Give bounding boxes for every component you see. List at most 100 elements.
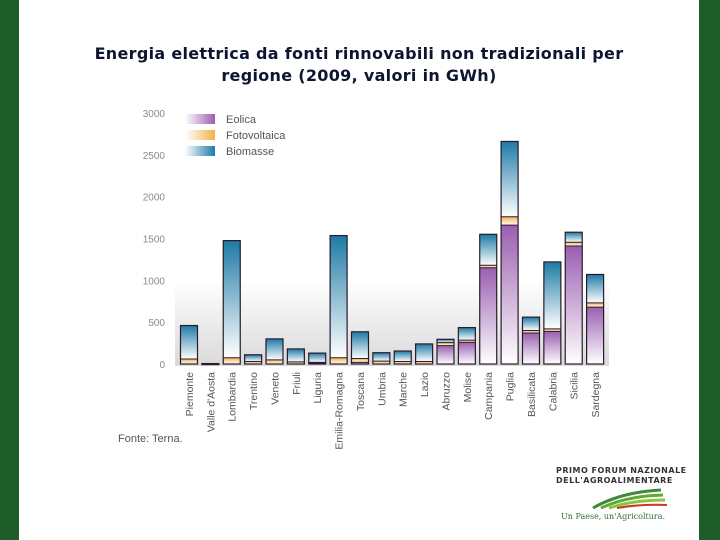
logo-line-2: DELL'AGROALIMENTARE xyxy=(556,476,673,485)
bar-outline xyxy=(286,348,305,365)
y-tick-label: 3000 xyxy=(143,109,166,120)
x-tick-label: Marche xyxy=(398,372,410,407)
bar-segment-biomasse xyxy=(372,352,390,362)
bar-segment-fotovoltaica xyxy=(372,361,390,364)
bar-outline xyxy=(265,338,284,365)
x-tick-label: Piemonte xyxy=(184,372,196,417)
bar-outline xyxy=(543,261,562,365)
bar-outline xyxy=(586,273,605,365)
bar-segment-eolica xyxy=(565,246,583,364)
bar-segment-biomasse xyxy=(436,339,454,343)
bar-segment-eolica xyxy=(458,342,476,364)
y-tick-label: 2500 xyxy=(143,151,166,162)
y-tick-label: 0 xyxy=(159,360,165,371)
bar-segment-fotovoltaica xyxy=(458,340,476,343)
stacked-bar-chart: 0 500 1000 1500 2000 2500 3000 Piemonte Valle d… xyxy=(143,109,609,450)
bar-molise xyxy=(457,327,476,365)
bar-segment-fotovoltaica xyxy=(543,328,561,332)
bar-segment-eolica xyxy=(586,307,604,364)
bar-calabria xyxy=(543,261,562,365)
bar-puglia xyxy=(500,140,519,365)
chart-title-line1: Energia elettrica da fonti rinnovabili n… xyxy=(94,44,624,63)
bar-segment-fotovoltaica xyxy=(265,359,283,364)
x-tick-label: Toscana xyxy=(355,372,367,411)
bar-segment-fotovoltaica xyxy=(351,358,369,363)
bar-segment-fotovoltaica xyxy=(394,361,412,364)
y-tick-label: 1000 xyxy=(143,276,166,287)
bar-veneto xyxy=(265,338,284,365)
bar-segment-biomasse xyxy=(586,274,604,303)
bar-outline xyxy=(372,352,391,365)
x-tick-label: Sardegna xyxy=(590,372,602,418)
bar-outline xyxy=(222,239,241,365)
legend-swatch-fotovoltaica xyxy=(185,130,215,140)
logo-line-1: PRIMO FORUM NAZIONALE xyxy=(556,466,687,475)
x-tick-label: Friuli xyxy=(291,372,303,395)
y-tick-label: 2000 xyxy=(143,193,166,204)
bar-segment-biomasse xyxy=(265,338,283,360)
bar-outline xyxy=(308,352,327,365)
bar-segment-eolica xyxy=(436,345,454,364)
y-tick-label: 1500 xyxy=(143,235,166,246)
legend-label-eolica: Eolica xyxy=(226,114,257,126)
x-tick-label: Trentino xyxy=(248,372,260,410)
x-tick-label: Valle d'Aosta xyxy=(205,372,217,432)
bar-outline xyxy=(521,316,541,365)
bar-outline xyxy=(500,140,519,365)
bar-segment-fotovoltaica xyxy=(436,342,454,346)
bar-segment-biomasse xyxy=(330,235,348,358)
bar-outline xyxy=(329,234,348,365)
bar-outline xyxy=(479,233,498,365)
legend-swatch-biomasse xyxy=(185,146,215,156)
bar-outline xyxy=(350,331,370,365)
bar-outline xyxy=(393,350,412,365)
bar-segment-fotovoltaica xyxy=(415,361,433,364)
bar-segment-biomasse xyxy=(501,141,519,217)
bar-emilia-romagna xyxy=(329,234,348,365)
bar-segment-biomasse xyxy=(522,317,540,331)
x-tick-label: Liguria xyxy=(312,372,324,404)
bar-segment-fotovoltaica xyxy=(223,357,241,364)
bar-segment-fotovoltaica xyxy=(479,265,497,268)
bar-outline xyxy=(564,231,583,365)
legend-label-biomasse: Biomasse xyxy=(226,146,274,158)
bar-segment-biomasse xyxy=(287,348,305,362)
bar-segment-biomasse xyxy=(351,331,369,359)
bar-basilicata xyxy=(521,316,541,365)
bar-lombardia xyxy=(222,239,241,365)
bar-umbria xyxy=(372,352,391,365)
y-tick-label: 500 xyxy=(148,318,165,329)
bar-segment-biomasse xyxy=(244,354,262,362)
x-tick-label: Veneto xyxy=(269,372,281,405)
bar-outline xyxy=(201,362,220,366)
bar-campania xyxy=(479,233,498,365)
bar-abruzzo xyxy=(436,338,455,365)
x-tick-label: Sicilia xyxy=(569,372,581,400)
x-tick-label: Puglia xyxy=(505,372,517,401)
bar-segment-biomasse xyxy=(565,232,583,243)
bar-outline xyxy=(436,338,455,365)
legend-swatch-eolica xyxy=(185,114,215,124)
chart-title-line2: regione (2009, valori in GWh) xyxy=(221,66,497,85)
bar-segment-eolica xyxy=(351,362,369,364)
bar-segment-eolica xyxy=(522,333,540,364)
bar-segment-biomasse xyxy=(479,234,497,266)
bar-segment-biomasse xyxy=(458,327,476,341)
x-tick-label: Molise xyxy=(462,372,474,403)
bar-segment-fotovoltaica xyxy=(522,330,540,334)
bar-marche xyxy=(393,350,412,365)
bar-lazio xyxy=(415,343,434,365)
bar-segment-fotovoltaica xyxy=(287,361,305,364)
forum-logo: PRIMO FORUM NAZIONALE DELL'AGROALIMENTAR… xyxy=(551,462,701,526)
bar-segment-fotovoltaica xyxy=(244,361,262,364)
bar-outline xyxy=(244,354,263,365)
bar-segment-eolica xyxy=(501,225,519,364)
bar-segment-fotovoltaica xyxy=(586,302,604,308)
bar-segment-biomasse xyxy=(415,343,433,362)
bar-segment-biomasse xyxy=(180,325,198,359)
bar-segment-fotovoltaica xyxy=(330,357,348,364)
slide: Energia elettrica da fonti rinnovabili n… xyxy=(19,0,699,540)
bar-segment-fotovoltaica xyxy=(565,242,583,247)
bar-segment-fotovoltaica xyxy=(501,216,519,226)
bar-segment-biomasse xyxy=(308,353,326,363)
